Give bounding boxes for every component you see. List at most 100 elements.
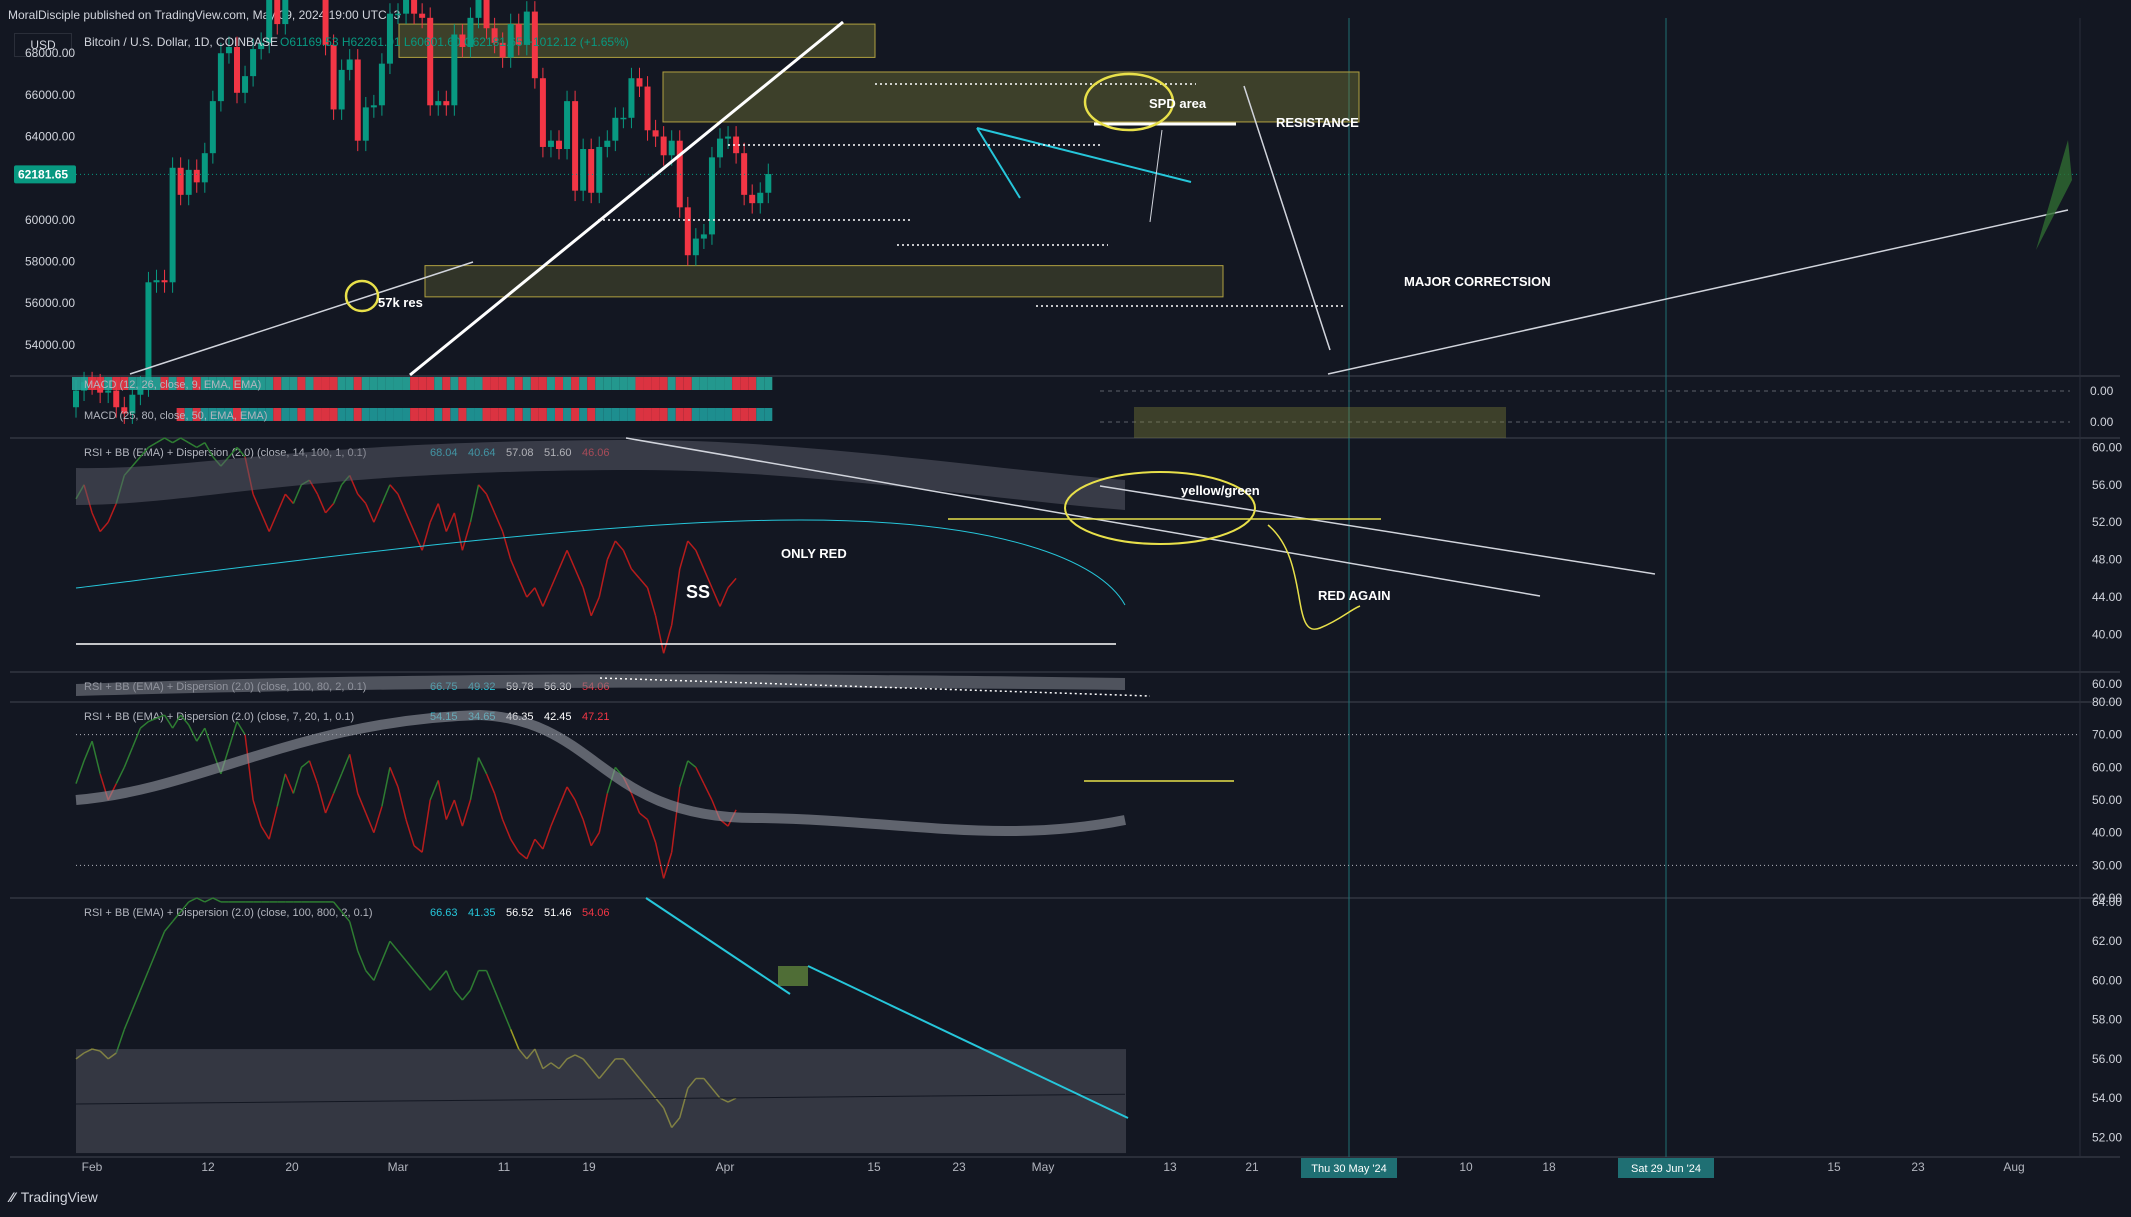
macd-histogram-bar [635,377,644,390]
rsi-line-segment [574,568,584,589]
macd-histogram-bar [72,377,80,390]
rsi-line-segment [646,819,657,843]
brand-label: TradingView [20,1189,98,1205]
rsi-ema-line [75,519,1126,606]
candle-body [596,146,603,193]
rsi-line-segment [348,921,359,952]
rsi-title: RSI + BB (EMA) + Dispersion (2.0) (close… [84,711,354,723]
rsi-line-segment [405,960,415,972]
rsi-line-segment [485,773,496,794]
macd-histogram-bar [305,377,314,390]
rsi-line-segment [727,1097,737,1103]
macd-histogram-bar [410,408,419,421]
rsi-line-segment [727,577,737,589]
rsi-line-segment [365,970,375,981]
candle-body [443,101,450,106]
rsi-line-segment [91,741,101,775]
rsi-line-segment [156,437,165,444]
rsi4-cyan-trend [645,897,791,995]
macd-histogram-bar [474,377,483,390]
macd-histogram-bar [667,377,676,390]
macd-histogram-bar [643,377,652,390]
rsi-100-800-pane: 64.00 62.00 60.00 58.00 56.00 54.00 52.00 RSI +… [75,895,2122,1154]
rsi-line-segment [91,512,101,532]
candle-body [515,24,522,45]
rsi-tick-label: 80.00 [2092,695,2122,709]
macd-histogram-bar [176,408,185,421]
rsi-line-segment [606,540,617,560]
rsi-tick-label: 44.00 [2092,590,2122,604]
macd-title: MACD (12, 26, close, 9, EMA, EMA) [84,379,261,391]
rsi-tick-label: 20.00 [2092,891,2122,905]
candle-body [250,49,257,77]
macd-histogram-bar [233,377,241,390]
macd-title: MACD (25, 80, close, 50, EMA, EMA) [84,410,267,422]
macd-histogram-bar [514,408,523,421]
candle-body [105,390,112,393]
rsi-line-segment [188,897,198,903]
rsi-line-segment [172,437,182,444]
macd-histogram-bar [353,408,362,421]
macd-histogram-bar [571,377,580,390]
rsi-annotation: RED AGAIN [1318,588,1390,603]
price-pane[interactable]: 54000.0056000.0058000.0060000.0062000.00… [14,0,2080,424]
time-tick-label: 23 [952,1160,966,1174]
rsi-line-segment [654,842,665,879]
candle-body [161,280,168,283]
price-tick-label: 60000.00 [25,213,75,227]
rsi-line-segment [453,989,463,1001]
rsi-line-segment [147,950,158,971]
green-projection-shape [2036,140,2072,250]
time-tick-label: Mar [388,1160,409,1174]
rsi-line-segment [131,727,142,749]
rsi-line-segment [180,901,190,913]
rsi-line-segment [703,783,713,801]
projection-trendline [1327,209,2069,375]
rsi-tick-label: 58.00 [2092,1013,2122,1027]
rsi-line-segment [308,760,319,784]
rsi-line-segment [357,793,367,814]
macd-zero-label: 0.00 [2090,384,2114,398]
macd-histogram-bar [410,377,419,390]
candle-body [370,105,377,108]
rsi-title: RSI + BB (EMA) + Dispersion (2.0) (close… [84,907,373,919]
rsi-line-segment [284,773,295,794]
rsi-line-segment [75,760,85,784]
rsi-line-segment [268,806,278,840]
candle-body [604,140,611,147]
rsi-line-segment [260,825,270,840]
rsi-tick-label: 52.00 [2092,515,2122,529]
macd-histogram-bar [699,408,708,421]
rsi-line-segment [123,1009,134,1030]
macd-histogram-bar [313,408,322,421]
time-tick-label: 18 [1542,1160,1556,1174]
candle-body [725,136,732,139]
candle-body [354,59,361,141]
candle-body [403,0,410,14]
macd-histogram-bar [216,377,225,390]
rsi-line-segment [316,783,327,814]
rsi-line-segment [373,960,383,981]
macd-histogram-bar [80,377,89,390]
candle-body [411,0,418,14]
rsi-line-segment [91,1048,101,1052]
macd-histogram-bar [273,377,282,390]
candle-body [330,44,337,110]
macd-histogram-bar [426,377,435,390]
candle-body [209,101,216,154]
rsi-line-segment [437,503,448,532]
time-tick-label: 11 [498,1160,511,1174]
macd-histogram-bar [418,377,427,390]
rsi-line-segment [163,714,174,729]
currency-button[interactable]: USD [14,33,72,57]
rsi-line-segment [341,911,351,923]
macd-histogram-bar [514,377,523,390]
macd-histogram-bar [450,408,459,421]
candle-body [644,86,651,131]
rsi-tick-label: 50.00 [2092,793,2122,807]
rsi-line-segment [148,717,157,723]
time-axis[interactable]: Feb 12 20 Mar 11 19 Apr 15 23 May 13 21 10 18 15 23 Aug T… [82,1158,2025,1178]
rsi-line-segment [429,503,439,523]
candle-body [507,24,514,58]
